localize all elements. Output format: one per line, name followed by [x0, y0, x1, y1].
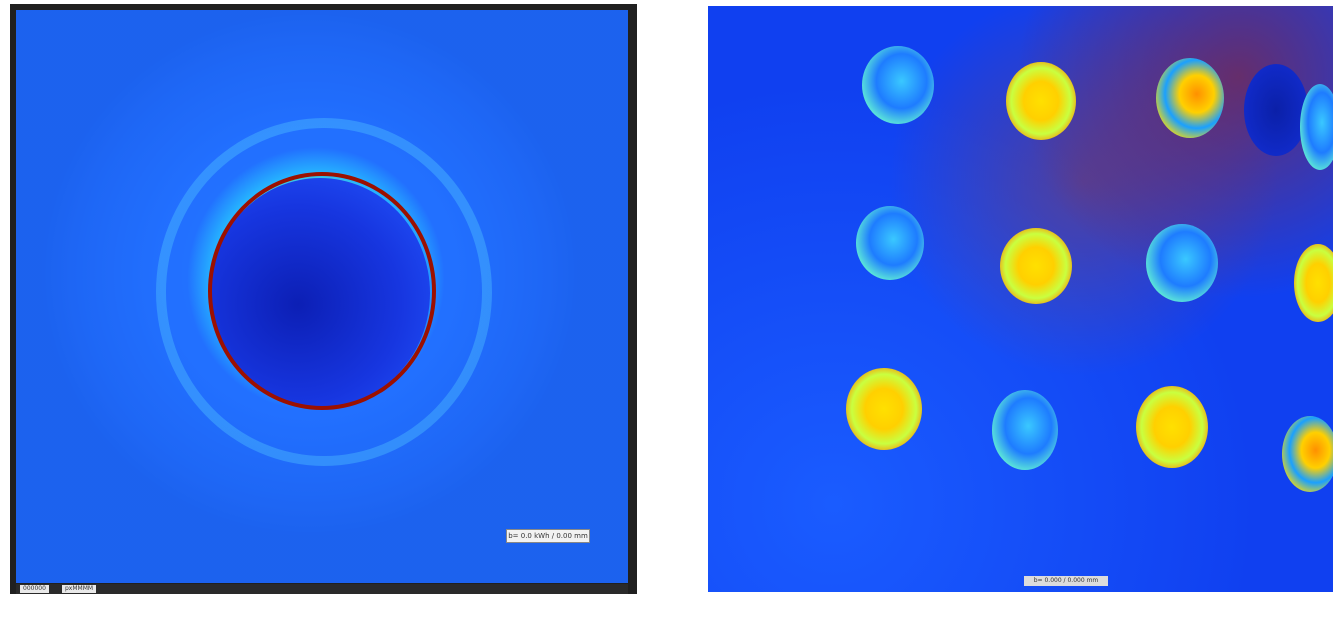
left-image-panel: b= 0.0 kWh / 0.00 mm 000000 pxMMMM [10, 4, 637, 594]
left-scale-label: b= 0.0 kWh / 0.00 mm [506, 529, 590, 543]
well-r2-c4 [1294, 244, 1333, 322]
footer-tag-2: pxMMMM [62, 585, 97, 593]
left-footer-bar: 000000 pxMMMM [16, 584, 628, 594]
right-scale-label: b= 0.000 / 0.000 mm [1024, 576, 1108, 586]
well-r3-c1 [846, 368, 922, 450]
droplet-contact-ring [208, 172, 436, 410]
well-r2-c1 [856, 206, 924, 280]
well-r1-c4 [1244, 64, 1308, 156]
single-droplet-flow-map: b= 0.0 kWh / 0.00 mm [16, 10, 628, 583]
right-image-panel: b= 0.000 / 0.000 mm [708, 6, 1333, 592]
well-r3-c3 [1136, 386, 1208, 468]
well-r2-c3 [1146, 224, 1218, 302]
well-r3-c2 [992, 390, 1058, 470]
well-r1-c2 [1006, 62, 1076, 140]
well-r1-c3 [1156, 58, 1224, 138]
well-r1-c1 [862, 46, 934, 124]
outer-halo-ring [156, 118, 492, 466]
well-r2-c2 [1000, 228, 1072, 304]
well-r1-c5 [1300, 84, 1333, 170]
footer-tag-1: 000000 [20, 585, 49, 593]
well-r3-c4 [1282, 416, 1333, 492]
